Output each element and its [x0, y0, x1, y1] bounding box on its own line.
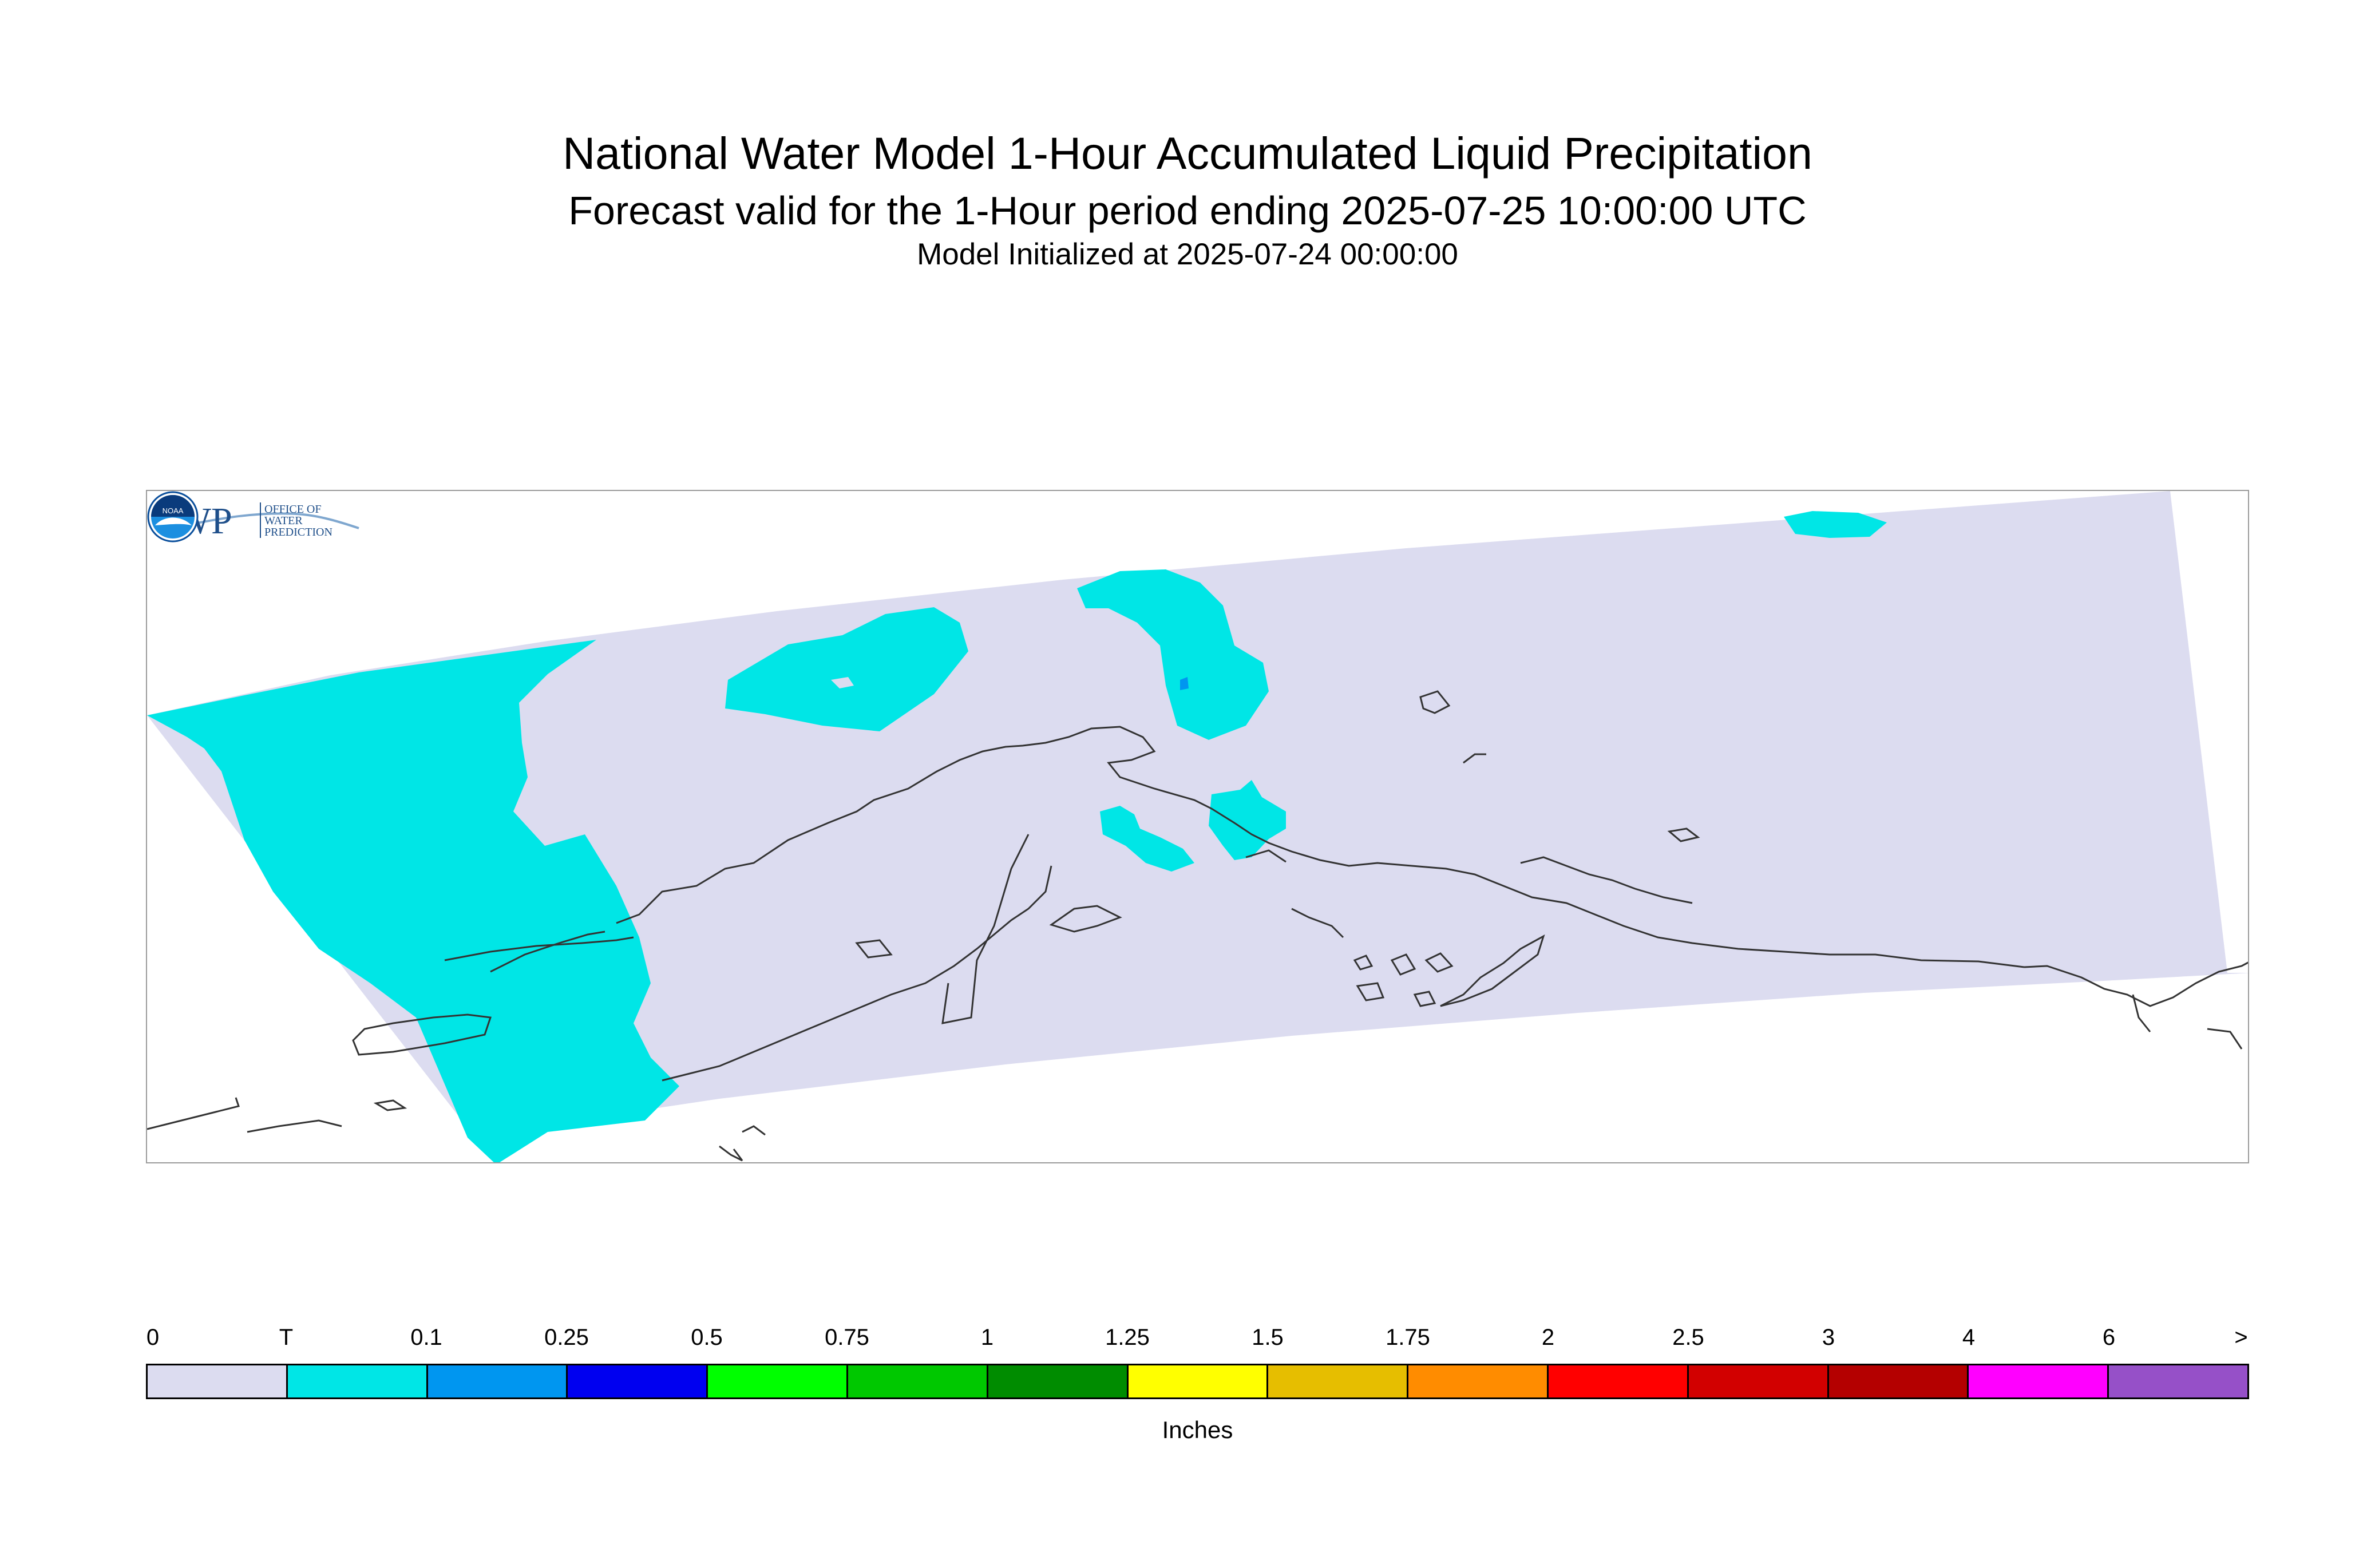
owp-line1: OFFICE OF	[264, 503, 321, 516]
coast-lake-north	[1419, 690, 1451, 714]
coast-bottom-arc	[247, 1119, 342, 1133]
legend-tick-label: 0.75	[825, 1325, 869, 1350]
legend-swatch	[2109, 1365, 2247, 1397]
map-panel: OWP OFFICE OF WATER PREDICTION NOAA	[146, 490, 2249, 1163]
coast-inlet-inner	[1049, 905, 1122, 933]
owp-line2: WATER	[264, 514, 303, 527]
model-init-time: Model Initialized at 2025-07-24 00:00:00	[917, 237, 1458, 271]
coast-island-small-east	[1424, 952, 1454, 973]
legend-swatch	[1828, 1365, 1969, 1397]
coast-island-2	[1356, 982, 1385, 1001]
precip-area-north	[1077, 569, 1269, 740]
legend-swatch	[988, 1365, 1129, 1397]
legend-swatch	[1969, 1365, 2109, 1397]
coast-lake-south	[1245, 849, 1287, 863]
owp-line3: PREDICTION	[264, 526, 332, 538]
coast-island-1	[1390, 953, 1416, 976]
map-canvas	[147, 491, 2248, 1162]
legend-swatch	[708, 1365, 848, 1397]
coast-far-east	[2024, 961, 2248, 1007]
coast-west-bottom	[147, 1097, 240, 1130]
outside-domain-right	[2170, 491, 2248, 973]
legend-swatch	[1268, 1365, 1409, 1397]
legend-swatch	[1688, 1365, 1829, 1397]
precip-area-bay	[1100, 806, 1194, 872]
coast-small-isle	[1353, 955, 1373, 971]
legend-tick-label: 0.25	[544, 1325, 589, 1350]
legend-swatch	[848, 1365, 988, 1397]
coast-bottom-west	[373, 1099, 407, 1111]
legend-swatch	[148, 1365, 288, 1397]
legend-swatch	[568, 1365, 708, 1397]
outside-domain-bottom	[509, 973, 2248, 1162]
precip-trace-areas	[147, 511, 1887, 1162]
legend-tick-label: 0.5	[691, 1325, 723, 1350]
legend-unit-label: Inches	[1162, 1416, 1233, 1443]
coast-mainland	[616, 726, 2025, 968]
legend-tick-label: 4	[1962, 1325, 1976, 1350]
precip-area-sound	[1209, 780, 1286, 860]
legend-swatch	[428, 1365, 568, 1397]
legend-tick-label: 6	[2102, 1325, 2116, 1350]
precip-area-0-1	[1180, 677, 1189, 690]
coast-far-east-islands	[2207, 1028, 2243, 1050]
coast-west-lagoon	[444, 936, 634, 961]
legend-tick-label: 0.1	[410, 1325, 442, 1350]
coast-river-north	[1463, 753, 1486, 764]
domain-hole	[831, 677, 854, 688]
legend-tick-label: 0	[146, 1325, 160, 1350]
legend-tick-label: 2	[1541, 1325, 1555, 1350]
legend-tick-label: T	[279, 1325, 294, 1350]
coast-south-peninsula	[662, 865, 1052, 1082]
coast-river-inlet	[941, 834, 1030, 1024]
coast-kodiak	[1440, 934, 1545, 1007]
map-title: National Water Model 1-Hour Accumulated …	[563, 128, 1812, 179]
legend-swatch	[1128, 1365, 1269, 1397]
coast-island-mid	[490, 930, 605, 973]
coast-bottom-hook	[719, 1145, 743, 1162]
legend-tick-label: 3	[1822, 1325, 1835, 1350]
legend-tick-label: 1.25	[1105, 1325, 1150, 1350]
color-legend: 0 T 0.1 0.25 0.5 0.75 1 1.25 1.5 1.75 2 2.5 3 4 6 > Inc…	[146, 1325, 2249, 1451]
noaa-wordmark: NOAA	[163, 506, 184, 515]
map-subtitle: Forecast valid for the 1-Hour period end…	[568, 188, 1807, 233]
legend-tick-label: >	[2234, 1325, 2248, 1350]
legend-tick-label: 2.5	[1672, 1325, 1704, 1350]
legend-colorbar	[146, 1364, 2249, 1399]
precip-area-west	[147, 640, 679, 1162]
noaa-logo-icon: NOAA	[147, 491, 199, 543]
coast-chain	[1291, 908, 1344, 939]
model-domain-area	[147, 491, 2248, 1162]
coastlines	[147, 690, 2248, 1162]
coast-island-3	[1413, 991, 1436, 1007]
legend-tick-label: 1.5	[1252, 1325, 1284, 1350]
coast-small-south	[742, 1125, 766, 1136]
coast-far-east-river	[2132, 994, 2151, 1032]
coast-east-islands	[1667, 827, 1700, 842]
precip-area-north-central	[725, 607, 968, 731]
legend-swatch	[1548, 1365, 1689, 1397]
coast-island-large	[352, 1013, 492, 1056]
legend-tick-label: 1.75	[1386, 1325, 1430, 1350]
legend-swatch	[1408, 1365, 1549, 1397]
coast-east-bay	[1520, 856, 1693, 904]
legend-swatch	[287, 1365, 428, 1397]
precip-area-northeast	[1784, 511, 1887, 538]
legend-tick-label: 1	[980, 1325, 994, 1350]
coast-cape-small	[855, 939, 893, 959]
